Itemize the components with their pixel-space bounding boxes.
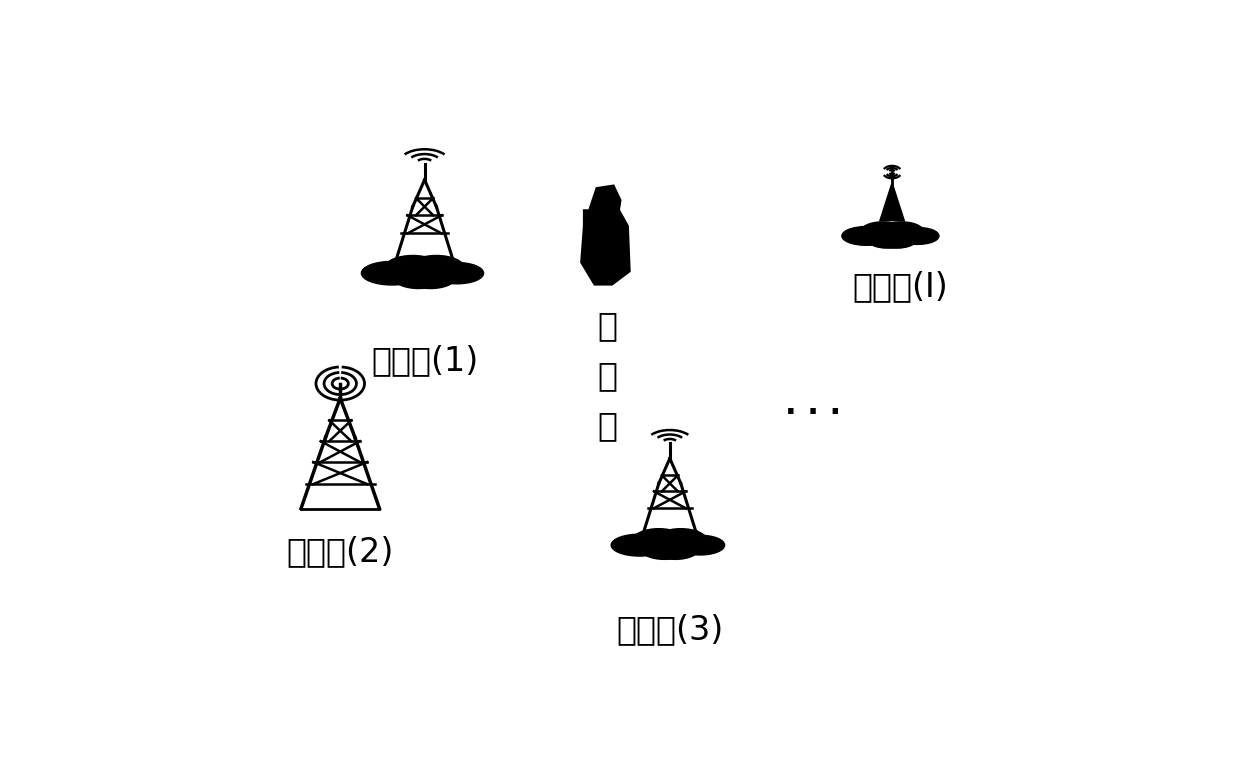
Text: . . .: . . . — [785, 391, 841, 420]
Text: 户: 户 — [596, 409, 618, 442]
Text: 用: 用 — [596, 359, 618, 392]
Ellipse shape — [384, 256, 441, 282]
Text: 主用户(1): 主用户(1) — [371, 344, 479, 377]
Ellipse shape — [430, 262, 484, 284]
Ellipse shape — [842, 226, 890, 245]
Polygon shape — [880, 184, 904, 220]
Text: 次: 次 — [596, 310, 618, 342]
Ellipse shape — [394, 267, 444, 289]
Ellipse shape — [392, 256, 458, 285]
Ellipse shape — [632, 529, 686, 553]
Ellipse shape — [361, 262, 423, 285]
Polygon shape — [589, 185, 621, 214]
Ellipse shape — [861, 222, 905, 242]
Ellipse shape — [652, 540, 698, 560]
Ellipse shape — [867, 223, 918, 245]
Text: 主用户(I): 主用户(I) — [852, 270, 947, 303]
Ellipse shape — [641, 540, 687, 560]
Ellipse shape — [676, 535, 724, 555]
Polygon shape — [580, 209, 631, 286]
Ellipse shape — [408, 256, 465, 282]
Ellipse shape — [879, 222, 924, 242]
Text: 主用户(3): 主用户(3) — [616, 613, 723, 646]
Ellipse shape — [877, 232, 916, 248]
Text: 主用户(2): 主用户(2) — [286, 536, 394, 569]
Ellipse shape — [655, 529, 707, 553]
Ellipse shape — [611, 534, 668, 556]
Ellipse shape — [868, 232, 908, 248]
Ellipse shape — [897, 228, 939, 245]
Ellipse shape — [640, 530, 699, 556]
Ellipse shape — [405, 267, 455, 289]
